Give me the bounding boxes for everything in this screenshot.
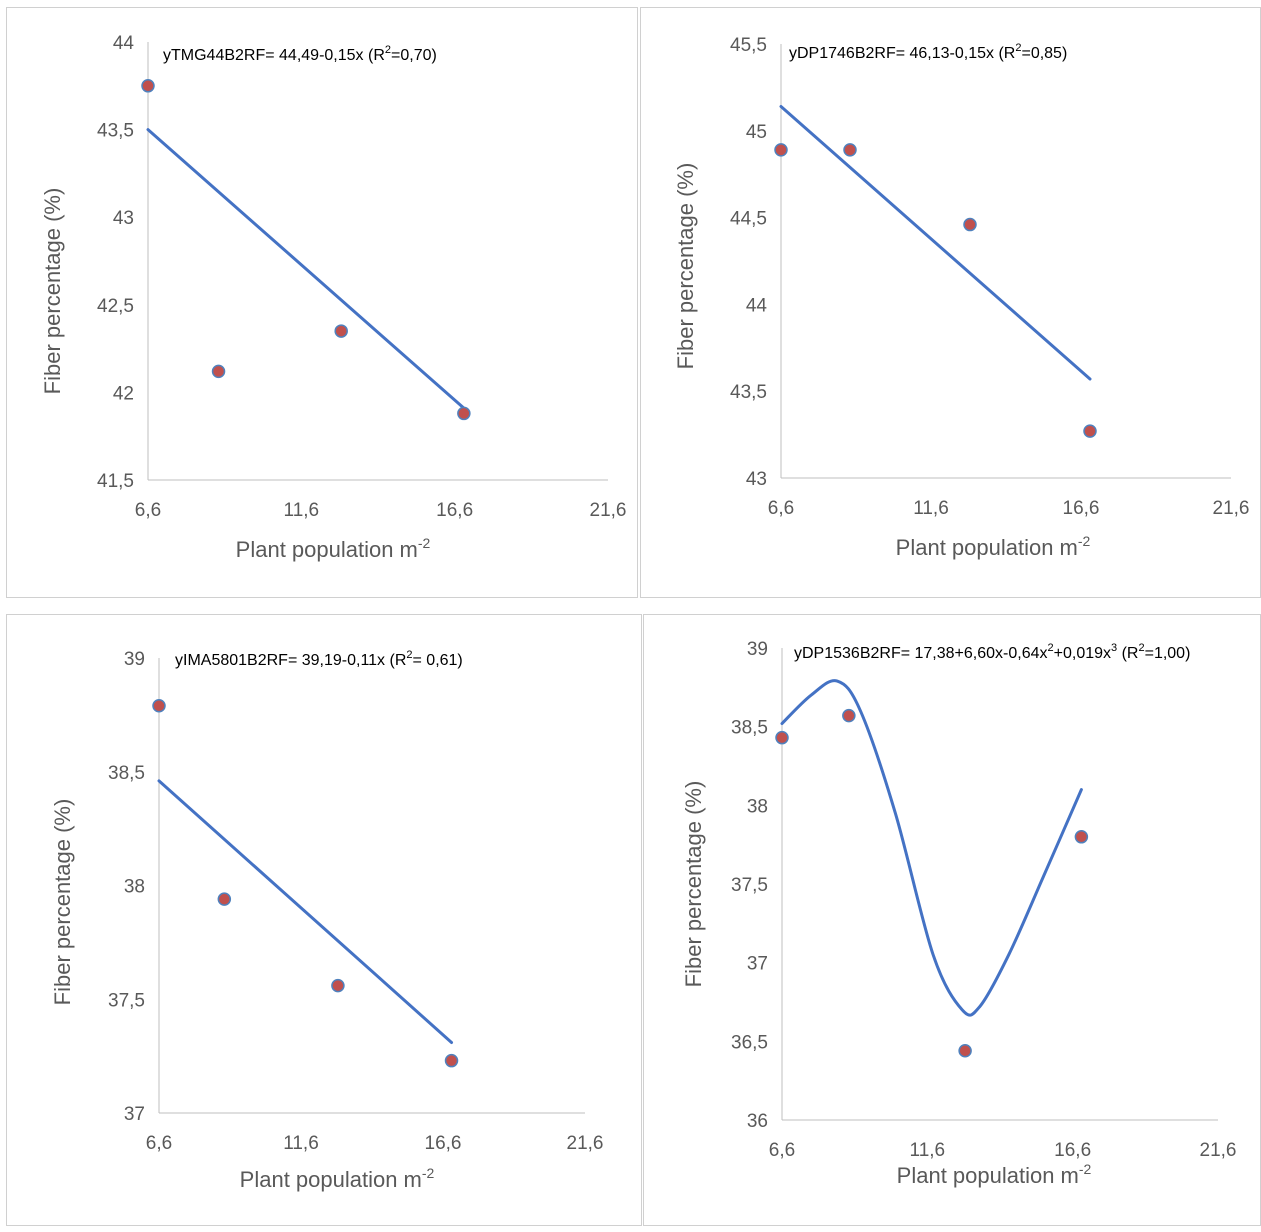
y-tick-label: 42,5 xyxy=(97,296,134,317)
x-tick-label: 11,6 xyxy=(283,1133,319,1154)
x-axis-label: Plant population m-2 xyxy=(897,1161,1092,1188)
chart-panel-top-right: 43 43,5 44 44,5 45 45,5 6,6 11,6 16,6 21,6 Plant p… xyxy=(640,7,1261,598)
data-point xyxy=(152,699,166,713)
chart-svg-top-left: 41,5 42 42,5 43 43,5 44 6,6 11,6 16,6 21,6 Plant p… xyxy=(40,33,627,562)
chart-svg-bottom-right: 36 36,5 37 37,5 38 38,5 39 6,6 11,6 16,6 21,6 Plant… xyxy=(681,639,1237,1188)
regression-equation: yDP1746B2RF= 46,13-0,15x (R2=0,85) xyxy=(789,42,1067,62)
x-tick-label: 21,6 xyxy=(1213,498,1250,519)
y-tick-label: 43 xyxy=(113,208,134,229)
y-tick-label: 42 xyxy=(113,383,134,404)
y-tick-label: 44 xyxy=(113,33,135,54)
trend-line xyxy=(157,779,454,1044)
x-tick-label: 11,6 xyxy=(910,1140,946,1161)
data-point xyxy=(774,143,788,157)
data-point xyxy=(141,79,155,93)
x-tick-label: 16,6 xyxy=(436,500,473,521)
x-tick-label: 6,6 xyxy=(769,1140,795,1161)
y-tick-label: 39 xyxy=(124,649,145,670)
x-tick-label: 21,6 xyxy=(567,1133,604,1154)
data-point xyxy=(842,708,856,723)
y-tick-label: 43,5 xyxy=(97,121,134,142)
x-tick-label: 11,6 xyxy=(284,500,320,521)
chart-panel-top-left: 41,5 42 42,5 43 43,5 44 6,6 11,6 16,6 21,6 Plant p… xyxy=(6,7,638,598)
y-tick-label: 45,5 xyxy=(730,35,767,56)
x-axis-label: Plant population m-2 xyxy=(236,535,431,562)
x-tick-label: 6,6 xyxy=(146,1133,172,1154)
data-point xyxy=(1083,424,1097,438)
y-axis-label: Fiber percentage (%) xyxy=(50,799,75,1006)
chart-svg-top-right: 43 43,5 44 44,5 45 45,5 6,6 11,6 16,6 21,6 Plant p… xyxy=(673,35,1250,560)
data-point xyxy=(958,1044,972,1058)
y-tick-label: 44,5 xyxy=(730,209,767,230)
y-axis-label: Fiber percentage (%) xyxy=(681,781,706,988)
y-tick-label: 36,5 xyxy=(731,1032,768,1053)
data-point xyxy=(1074,830,1089,844)
x-axis-label: Plant population m-2 xyxy=(896,533,1091,560)
trend-line xyxy=(779,104,1092,381)
y-tick-label: 45 xyxy=(746,122,767,143)
y-tick-label: 38,5 xyxy=(108,763,145,784)
y-tick-label: 38,5 xyxy=(731,718,768,739)
data-point xyxy=(211,364,226,379)
data-point xyxy=(775,730,789,745)
x-tick-label: 11,6 xyxy=(913,498,949,519)
chart-svg-bottom-left: 37 37,5 38 38,5 39 6,6 11,6 16,6 21,6 Plant popul… xyxy=(50,649,604,1192)
data-point xyxy=(963,217,977,232)
regression-equation: yIMA5801B2RF= 39,19-0,11x (R2= 0,61) xyxy=(175,649,463,669)
data-point xyxy=(334,324,348,338)
y-tick-label: 37,5 xyxy=(108,990,145,1011)
data-point xyxy=(843,143,857,157)
x-tick-label: 16,6 xyxy=(1063,498,1100,519)
y-tick-label: 38 xyxy=(747,796,768,817)
y-tick-label: 36 xyxy=(747,1111,768,1132)
chart-panel-bottom-right: 36 36,5 37 37,5 38 38,5 39 6,6 11,6 16,6 21,6 Plant… xyxy=(643,614,1261,1226)
chart-panel-bottom-left: 37 37,5 38 38,5 39 6,6 11,6 16,6 21,6 Plant popul… xyxy=(6,614,642,1226)
y-tick-label: 37 xyxy=(124,1104,145,1125)
trend-line xyxy=(146,128,466,410)
y-axis-label: Fiber percentage (%) xyxy=(40,188,65,395)
y-tick-label: 43,5 xyxy=(730,382,767,403)
y-tick-label: 44 xyxy=(746,295,768,316)
y-axis-label: Fiber percentage (%) xyxy=(673,163,698,370)
x-tick-label: 21,6 xyxy=(590,500,627,521)
data-point xyxy=(217,892,232,906)
x-tick-label: 21,6 xyxy=(1200,1140,1237,1161)
regression-equation: yTMG44B2RF= 44,49-0,15x (R2=0,70) xyxy=(163,44,437,64)
y-tick-label: 37,5 xyxy=(731,875,768,896)
x-tick-label: 16,6 xyxy=(425,1133,462,1154)
trend-line xyxy=(780,679,1083,1017)
y-tick-label: 38 xyxy=(124,877,145,898)
x-tick-label: 6,6 xyxy=(768,498,794,519)
data-point xyxy=(457,406,471,421)
x-axis-label: Plant population m-2 xyxy=(240,1165,435,1192)
y-tick-label: 39 xyxy=(747,639,768,660)
y-tick-label: 37 xyxy=(747,954,768,975)
data-point xyxy=(331,978,345,993)
regression-equation: yDP1536B2RF= 17,38+6,60x-0,64x2+0,019x3 … xyxy=(794,642,1190,662)
x-tick-label: 6,6 xyxy=(135,500,161,521)
y-tick-label: 43 xyxy=(746,469,767,490)
x-tick-label: 16,6 xyxy=(1054,1140,1091,1161)
data-point xyxy=(444,1053,459,1068)
y-tick-label: 41,5 xyxy=(97,471,134,492)
